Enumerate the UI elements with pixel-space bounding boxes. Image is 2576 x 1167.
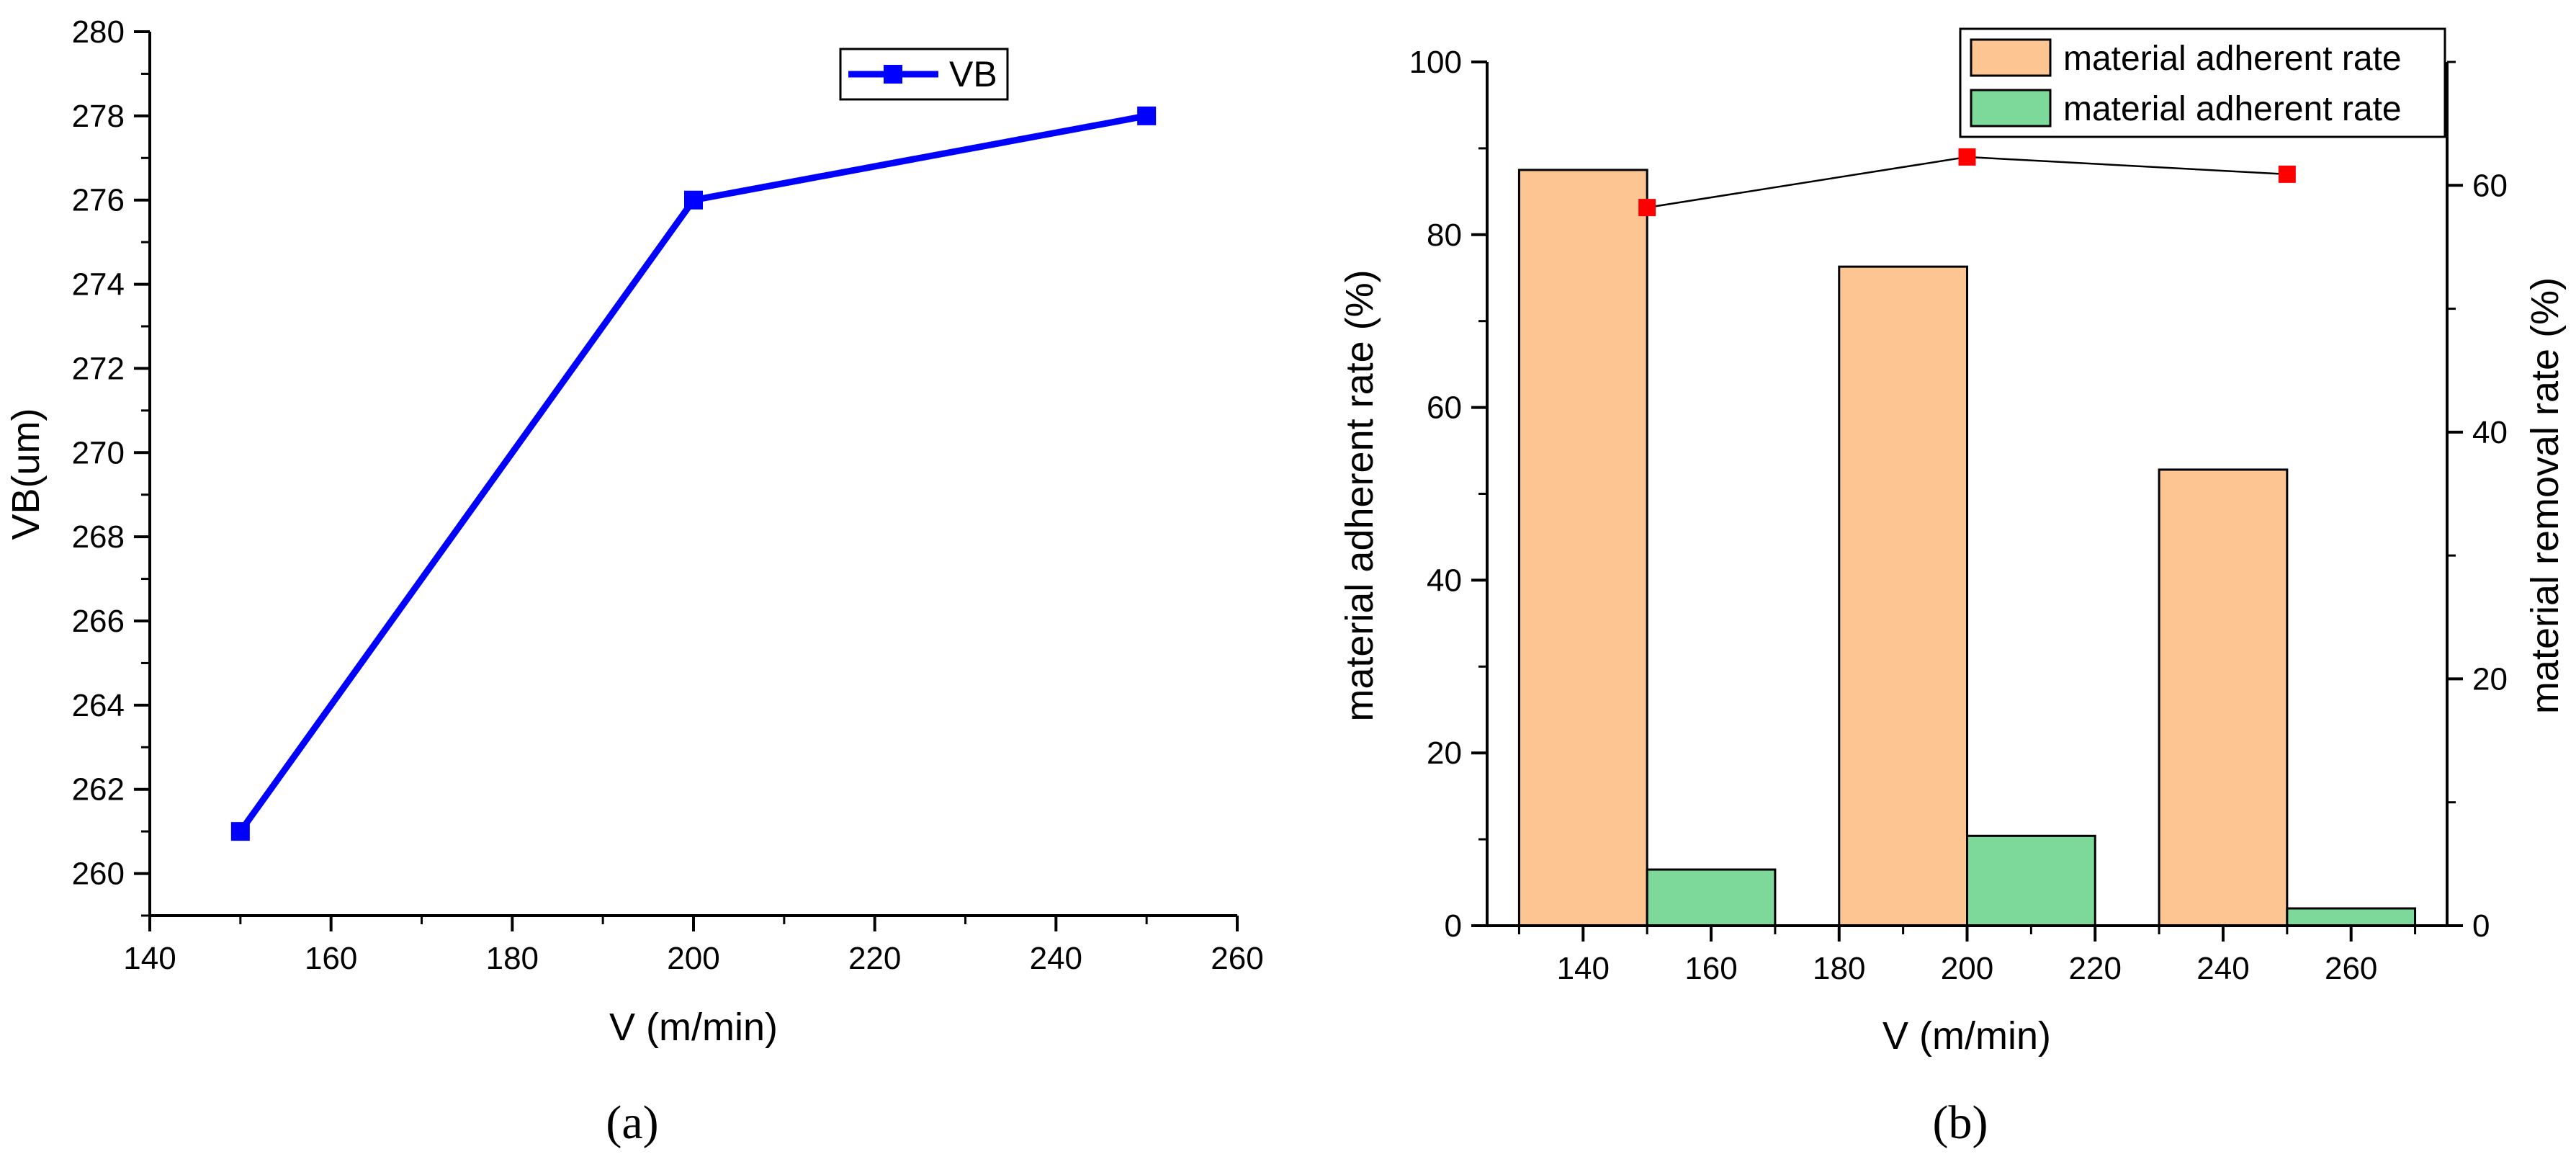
y-tick-label: 268 — [72, 519, 125, 555]
y-tick-label: 262 — [72, 772, 125, 808]
adherent-rate-bar-green — [1966, 834, 2096, 927]
y-tick-label: 272 — [72, 351, 125, 386]
removal-rate-point — [2278, 165, 2296, 183]
y-axis-title-left: material adherent rate (%) — [1338, 269, 1381, 721]
x-tick-label: 140 — [1557, 951, 1610, 986]
y2-tick-label: 20 — [2472, 661, 2508, 697]
legend-marker-icon — [884, 65, 902, 84]
x-tick-label: 200 — [1941, 951, 1993, 986]
y-tick-label: 280 — [72, 14, 125, 50]
legend-swatch-icon — [1970, 38, 2052, 77]
y-tick-label: 100 — [1409, 45, 1462, 80]
y-tick-label: 276 — [72, 183, 125, 218]
adherent-rate-bar-green — [2286, 907, 2417, 927]
x-tick-label: 140 — [123, 941, 176, 976]
x-tick-label: 220 — [2069, 951, 2122, 986]
y-tick-label: 260 — [72, 857, 125, 892]
y-tick-label: 266 — [72, 604, 125, 639]
x-tick-label: 160 — [1684, 951, 1737, 986]
x-tick-label: 240 — [2196, 951, 2249, 986]
x-axis-title: V (m/min) — [609, 1006, 778, 1049]
vb-data-point — [230, 822, 250, 841]
y-tick-label: 20 — [1427, 735, 1462, 771]
x-axis-title: V (m/min) — [1882, 1014, 2051, 1058]
panel-a-chart: 140 160 180 200 220 240 260 260 262 264 266 268 270 2… — [4, 14, 1264, 1149]
legend-label: material adherent rate — [2063, 90, 2402, 128]
vb-series-line — [238, 112, 1147, 833]
y-axis-title-right: material removal rate (%) — [2523, 277, 2567, 714]
panel-label-a: (a) — [606, 1096, 658, 1149]
y-tick-label: 60 — [1427, 390, 1462, 426]
y-axis-title: VB(um) — [4, 408, 48, 540]
y-tick-label: 278 — [72, 99, 125, 134]
adherent-rate-bar — [1517, 169, 1648, 927]
vb-data-point — [1137, 106, 1157, 125]
y-tick-label: 270 — [72, 435, 125, 470]
x-tick-label: 260 — [1211, 941, 1263, 976]
y2-tick-label: 60 — [2472, 168, 2508, 203]
removal-rate-point — [1638, 199, 1656, 217]
y2-tick-label: 40 — [2472, 415, 2508, 450]
adherent-rate-bar — [1838, 265, 1968, 927]
legend-label: VB — [949, 54, 997, 94]
panel-label-b: (b) — [1933, 1096, 1988, 1149]
x-tick-label: 180 — [486, 941, 539, 976]
x-tick-label: 160 — [305, 941, 357, 976]
y-tick-label: 80 — [1427, 218, 1462, 253]
vb-data-point — [684, 190, 703, 210]
x-tick-label: 180 — [1813, 951, 1865, 986]
y2-tick-label: 0 — [2472, 908, 2490, 944]
x-tick-label: 200 — [667, 941, 719, 976]
y-tick-label: 0 — [1445, 908, 1462, 944]
y-tick-label: 264 — [72, 688, 125, 723]
x-tick-label: 240 — [1030, 941, 1082, 976]
y-tick-label: 40 — [1427, 563, 1462, 598]
x-tick-label: 220 — [848, 941, 901, 976]
legend-swatch-icon — [1970, 89, 2052, 128]
adherent-rate-bar — [2158, 468, 2289, 927]
y-tick-label: 274 — [72, 267, 125, 303]
x-tick-label: 260 — [2325, 951, 2377, 986]
panel-b-chart: 140 160 180 200 220 240 260 0 20 40 60 80 100 0 20 40 60… — [1338, 27, 2567, 1149]
legend-label: material adherent rate — [2063, 40, 2402, 78]
adherent-rate-bar-green — [1646, 868, 1777, 927]
removal-rate-point — [1958, 148, 1976, 166]
